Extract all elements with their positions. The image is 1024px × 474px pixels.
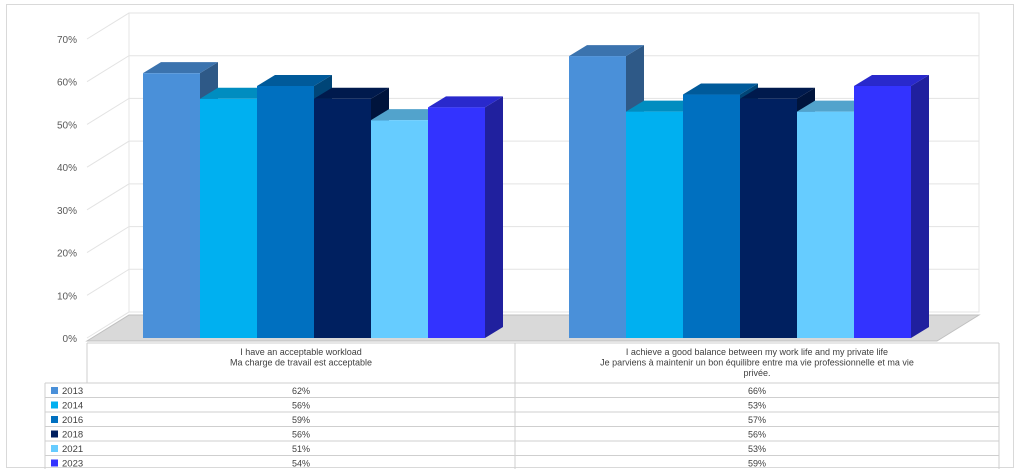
bar-top [683, 83, 758, 95]
bar-top [371, 109, 446, 121]
data-label: 53% [748, 401, 766, 411]
bar-front [626, 111, 683, 338]
category-label: I have an acceptable workload [240, 347, 362, 357]
data-label: 56% [292, 430, 310, 440]
bar-front [371, 120, 428, 339]
legend-entry: 2018 [62, 430, 83, 441]
data-label: 56% [292, 401, 310, 411]
bar-front [854, 85, 911, 338]
bar-front [740, 98, 797, 338]
y-tick-label: 0% [63, 334, 78, 345]
legend-entry: 2016 [62, 415, 83, 426]
bar-top [569, 45, 644, 57]
legend-swatch [51, 416, 58, 423]
data-label: 53% [748, 444, 766, 454]
data-label: 59% [292, 415, 310, 425]
bar-top [740, 87, 815, 99]
bar-front [428, 107, 485, 338]
legend-swatch [51, 401, 58, 409]
bar [854, 74, 929, 338]
bar-front [683, 94, 740, 339]
bar-front [797, 111, 854, 338]
legend-entry: 2014 [62, 401, 83, 412]
category-label: privée. [743, 368, 770, 378]
legend-swatch [51, 459, 58, 467]
data-label: 62% [292, 386, 310, 396]
gridline [86, 55, 979, 83]
legend-swatch [51, 430, 58, 438]
y-tick-label: 50% [57, 120, 77, 131]
chart-frame: 0% 10% 20% 30% 40% 50% 60% 70% I have an accept… [6, 4, 1014, 470]
y-tick-label: 10% [57, 291, 77, 302]
legend-entry: 2013 [62, 386, 83, 397]
chart-svg: 0% 10% 20% 30% 40% 50% 60% 70% I have an accept… [44, 12, 1000, 470]
bar-top [428, 96, 503, 108]
bar-top [143, 62, 218, 74]
category-label: Je parviens à maintenir un bon équilibre… [600, 358, 914, 368]
y-tick-label: 70% [57, 35, 77, 46]
legend-swatch [51, 387, 58, 394]
bar-side [911, 74, 929, 338]
bar-top [797, 100, 872, 112]
y-tick-label: 40% [57, 163, 77, 174]
y-tick-label: 20% [57, 249, 77, 260]
bar [428, 96, 503, 338]
bar-front [143, 73, 200, 339]
data-label: 51% [292, 444, 310, 454]
y-axis: 0% 10% 20% 30% 40% 50% 60% 70% [57, 35, 77, 345]
bar-top [314, 87, 389, 99]
data-label: 66% [748, 386, 766, 396]
data-label: 56% [748, 430, 766, 440]
bar-front [314, 98, 371, 338]
bar-front [257, 85, 314, 338]
y-tick-label: 30% [57, 206, 77, 217]
gridline [86, 12, 979, 40]
bar-top [257, 74, 332, 86]
bar-top [200, 87, 275, 99]
data-label: 59% [748, 459, 766, 469]
bars [143, 45, 929, 339]
bar-top [854, 74, 929, 86]
legend-swatch [51, 445, 58, 452]
data-label: 57% [748, 415, 766, 425]
category-label: Ma charge de travail est acceptable [230, 358, 372, 368]
legend-entry: 2023 [62, 459, 83, 470]
category-label: I achieve a good balance between my work… [626, 347, 888, 357]
data-label: 54% [292, 459, 310, 469]
bar-front [569, 56, 626, 338]
bar-top [626, 100, 701, 112]
bar-side [485, 96, 503, 338]
legend-entry: 2021 [62, 444, 83, 455]
y-tick-label: 60% [57, 78, 77, 89]
bar-front [200, 98, 257, 338]
